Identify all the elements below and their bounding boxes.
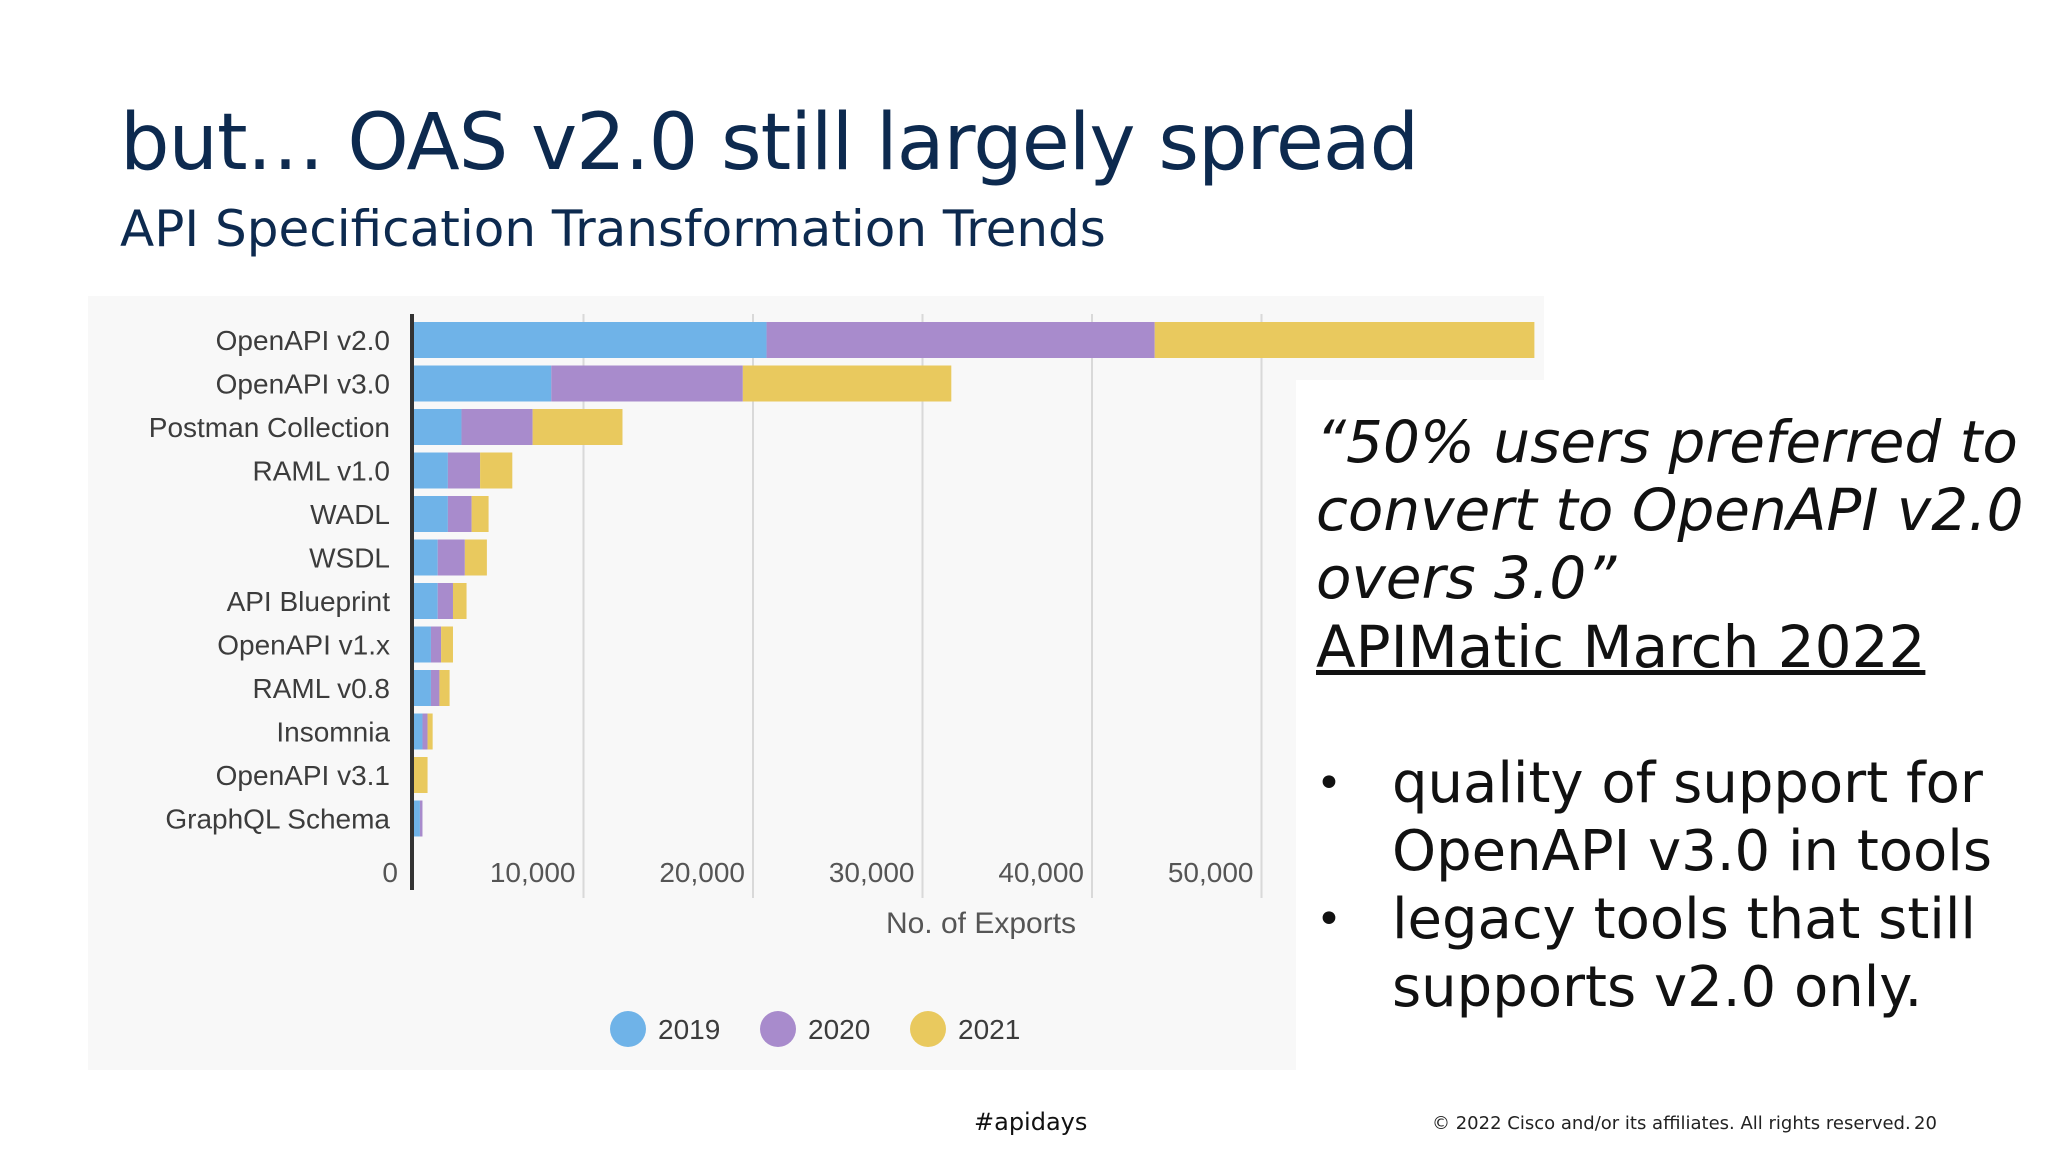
legend-label: 2019: [658, 1014, 720, 1045]
bullet-item: • legacy tools that still supports v2.0 o…: [1316, 886, 2048, 1022]
legend-label: 2020: [808, 1014, 870, 1045]
bar-segment: [414, 670, 431, 706]
bar-segment: [480, 452, 513, 489]
bar-segment: [414, 496, 448, 532]
bar-segment: [551, 365, 743, 402]
bullet-text: legacy tools that still supports v2.0 on…: [1392, 887, 1976, 1020]
category-label: RAML v1.0: [253, 456, 390, 487]
category-label: OpenAPI v1.x: [217, 630, 390, 661]
page-number: 20: [1914, 1113, 1937, 1134]
bar-segment: [437, 583, 453, 619]
bar-segment: [414, 322, 767, 358]
quote-box: [1296, 380, 2048, 1070]
footer-hashtag: #apidays: [974, 1108, 1088, 1136]
bar-segment: [447, 496, 472, 532]
bar-segment: [766, 322, 1155, 358]
bar-segment: [414, 365, 552, 402]
category-label: Insomnia: [276, 717, 390, 748]
slide-subtitle: API Specification Transformation Trends: [120, 200, 1106, 258]
category-label: OpenAPI v2.0: [216, 325, 390, 356]
stacked-bar-chart: OpenAPI v2.0 OpenAPI v3.0 Postman Collecti…: [149, 314, 1535, 1047]
bullet-icon: •: [1316, 758, 1342, 809]
bar-segment: [414, 583, 438, 619]
bar-segment: [430, 670, 440, 706]
x-tick-label: 50,000: [1168, 857, 1254, 888]
quote-text: “50% users preferred to convert to OpenA…: [1316, 408, 2024, 612]
bar-segment: [464, 539, 487, 576]
bar-segment: [427, 713, 433, 750]
bullet-icon: •: [1316, 894, 1342, 945]
x-tick-label: 40,000: [998, 857, 1084, 888]
x-tick-label: 0: [382, 857, 398, 888]
source-citation: APIMatic March 2022: [1316, 613, 1926, 681]
bar-segment: [414, 626, 431, 663]
category-label: WADL: [310, 499, 390, 530]
category-label: Postman Collection: [149, 412, 390, 443]
category-label: WSDL: [309, 543, 390, 574]
bar-segment: [471, 496, 489, 532]
bullet-text: quality of support for OpenAPI v3.0 in t…: [1392, 751, 1993, 884]
bar-segment: [414, 757, 428, 793]
bar-segment: [414, 539, 438, 576]
bullet-list: • quality of support for OpenAPI v3.0 in …: [1316, 750, 2048, 1022]
bar-segment: [461, 409, 533, 445]
bar-segment: [414, 713, 423, 750]
category-label: RAML v0.8: [253, 673, 390, 704]
bar-segment: [414, 409, 462, 445]
bar-segment: [532, 409, 623, 445]
x-tick-label: 20,000: [659, 857, 745, 888]
bar-segment: [447, 452, 481, 489]
legend-swatch: [760, 1011, 796, 1047]
bar-segment: [452, 583, 467, 619]
bar-segment: [422, 713, 428, 750]
category-label: GraphQL Schema: [165, 804, 390, 835]
legend-label: 2021: [958, 1014, 1020, 1045]
legend-swatch: [910, 1011, 946, 1047]
x-tick-label: 10,000: [490, 857, 576, 888]
bar-segment: [742, 365, 952, 402]
slide-title: but… OAS v2.0 still largely spread: [120, 98, 1419, 188]
x-axis-title: No. of Exports: [886, 907, 1076, 940]
bar-segment: [441, 626, 453, 663]
bar-segment: [437, 539, 465, 576]
legend-swatch: [610, 1011, 646, 1047]
bullet-item: • quality of support for OpenAPI v3.0 in …: [1316, 750, 2048, 886]
category-label: API Blueprint: [227, 586, 391, 617]
bar-segment: [414, 452, 448, 489]
bar-segment: [419, 800, 423, 837]
x-tick-label: 30,000: [829, 857, 915, 888]
category-label: OpenAPI v3.1: [216, 760, 390, 791]
bar-segment: [414, 800, 420, 837]
bar-segment: [439, 670, 450, 706]
category-label: OpenAPI v3.0: [216, 369, 390, 400]
bar-segment: [1154, 322, 1535, 358]
copyright-notice: © 2022 Cisco and/or its affiliates. All …: [1432, 1113, 1911, 1134]
bar-segment: [430, 626, 442, 663]
